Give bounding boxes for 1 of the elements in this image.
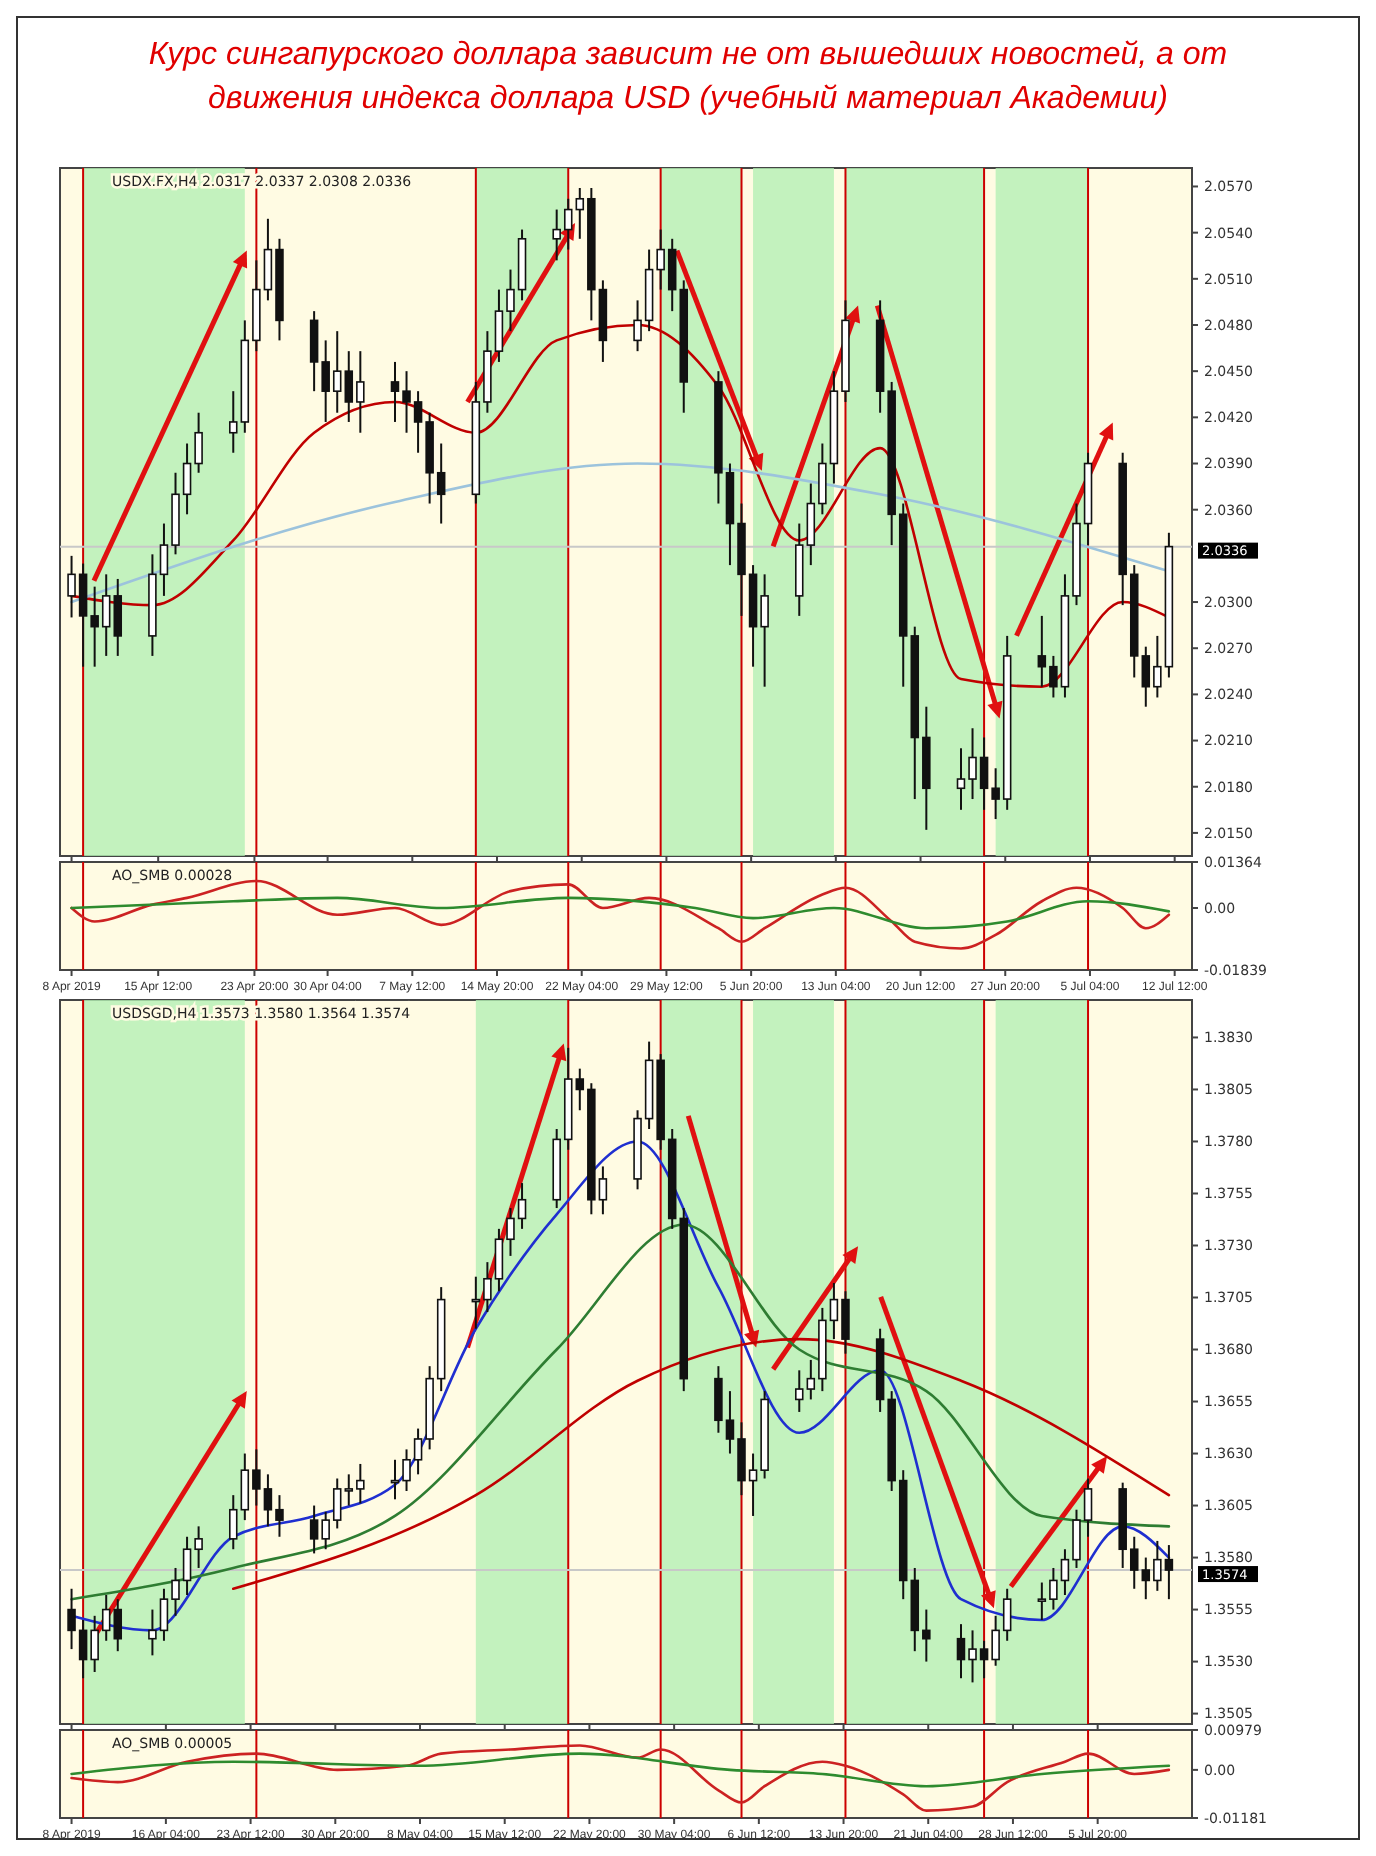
chart-title: Курс сингапурского доллара зависит не от вышедших новостей, а от движения индекса доллара USD (учебный материал Академии)	[148, 38, 1228, 116]
